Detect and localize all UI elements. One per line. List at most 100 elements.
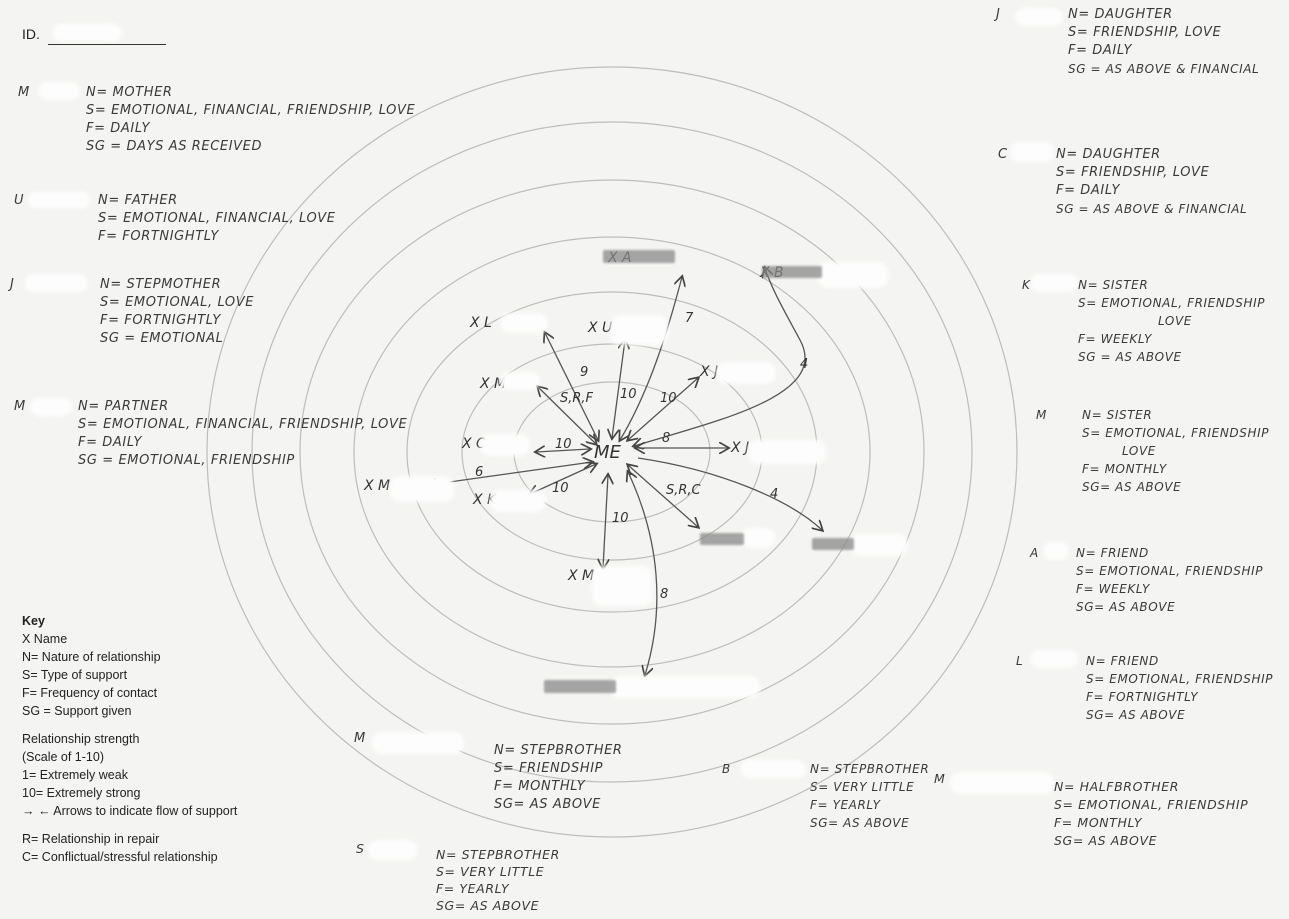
strength-8b: 8 [660,587,668,602]
redaction [1015,8,1063,26]
redaction [24,274,88,292]
nature-line: N= SISTER [1082,408,1153,422]
redaction [500,372,540,390]
person-details: N= STEPBROTHER S= FRIENDSHIP F= MONTHLY … [494,742,623,814]
person-initial: U [14,193,25,208]
support-line: S= FRIENDSHIP [494,761,604,776]
person-details: N= SISTER S= EMOTIONAL, FRIENDSHIP LOVE … [1078,276,1265,366]
support-given-line: SG= AS ABOVE [436,898,540,913]
redaction-id [52,24,122,42]
key-line: (Scale of 1-10) [22,750,104,764]
support-given-line: SG= AS ABOVE [1076,600,1176,614]
key-spacer [22,820,237,830]
nature-line: N= STEPBROTHER [494,743,623,758]
arrow-to-mc [603,475,608,568]
support-given-line: SG = EMOTIONAL [100,331,224,346]
key-line: → ← Arrows to indicate flow of support [22,804,238,818]
strength-6: 6 [475,465,483,480]
frequency-line: F= YEARLY [810,798,881,812]
node-mc: X M [567,568,594,584]
nature-line: N= HALFBROTHER [1054,779,1180,794]
support-line: S= EMOTIONAL, FRIENDSHIP [1082,426,1270,440]
support-line: S= EMOTIONAL, FINANCIAL, FRIENDSHIP, LOV… [78,417,408,432]
redaction [368,840,418,860]
support-given-line: SG = AS ABOVE & FINANCIAL [1068,62,1260,76]
arrow-to-m1 [538,387,596,444]
frequency-line: F= FORTNIGHTLY [98,229,219,244]
person-details: N= HALFBROTHER S= EMOTIONAL, FRIENDSHIP … [1054,778,1248,850]
person-details: N= DAUGHTER S= FRIENDSHIP, LOVE F= DAILY… [1056,146,1247,218]
person-friend-2: L N= FRIEND S= EMOTIONAL, FRIENDSHIP F= … [1016,652,1272,722]
strength-7: 7 [685,311,694,326]
support-given-line: SG= AS ABOVE [1054,833,1158,848]
person-initial: K [1022,278,1031,292]
arrow-to-k [530,464,596,494]
frequency-line: F= DAILY [78,435,142,450]
ring-5 [299,179,925,725]
node-j1: X J [699,364,718,380]
frequency-line: F= WEEKLY [1078,332,1152,346]
redaction [490,490,546,512]
nature-line: N= FRIEND [1086,654,1159,668]
redaction [716,362,776,384]
person-stepbrother-3: S N= STEPBROTHER S= VERY LITTLE F= YEARL… [356,840,559,913]
redaction [740,760,806,778]
node-j2: X J [730,440,749,456]
redaction [1043,542,1069,560]
arrow-to-bottom-right-1 [628,465,698,527]
person-details: N= STEPMOTHER S= EMOTIONAL, LOVE F= FORT… [100,276,254,348]
strength-4b: 4 [770,487,778,502]
redaction [30,398,72,416]
strength-8a: 8 [662,431,670,446]
redaction [610,315,668,345]
support-given-line: SG = DAYS AS RECEIVED [86,139,263,154]
frequency-line: F= DAILY [1056,183,1120,198]
person-sister-2: M N= SISTER S= EMOTIONAL, FRIENDSHIP LOV… [1036,406,1268,494]
redaction-mark [603,250,675,263]
frequency-line: F= YEARLY [436,881,510,896]
person-initial: A [1030,546,1039,560]
key-spacer [22,720,237,730]
arrow-to-o [536,449,590,452]
frequency-line: F= FORTNIGHTLY [100,313,221,328]
support-line: S= EMOTIONAL, LOVE [100,295,255,310]
frequency-line: F= DAILY [86,121,150,136]
ring-4 [353,236,871,668]
person-initial: B [722,762,731,776]
person-sister-1: K N= SISTER S= EMOTIONAL, FRIENDSHIP LOV… [1022,276,1264,364]
nature-line: N= PARTNER [78,399,169,414]
support-src: S,R,C [666,483,702,498]
frequency-line: F= WEEKLY [1076,582,1150,596]
frequency-line: F= MONTHLY [1054,815,1143,830]
person-stepbrother-1: M N= STEPBROTHER S= FRIENDSHIP F= MONTHL… [354,730,622,812]
person-details: N= PARTNER S= EMOTIONAL, FINANCIAL, FRIE… [78,398,407,470]
strength-10e: 10 [612,511,629,526]
frequency-line: F= DAILY [1068,43,1132,58]
key-line: C= Conflictual/stressful relationship [22,850,218,864]
person-father: U N= FATHER S= EMOTIONAL, FINANCIAL, LOV… [14,192,335,244]
support-line-cont: LOVE [1122,444,1156,458]
person-details: N= STEPBROTHER S= VERY LITTLE F= YEARLY … [810,760,929,832]
redaction [1030,650,1078,668]
person-halfbrother: M N= HALFBROTHER S= EMOTIONAL, FRIENDSHI… [934,770,1248,848]
nature-line: N= STEPBROTHER [810,762,930,776]
support-given-line: SG= AS ABOVE [1082,480,1182,494]
support-line: S= VERY LITTLE [436,864,545,879]
person-details: N= MOTHER S= EMOTIONAL, FINANCIAL, FRIEN… [86,84,415,156]
nature-line: N= FATHER [98,193,178,208]
redaction-mark [812,538,854,550]
node-u: X U [587,320,612,336]
arrow-to-bottom-right-2 [637,457,822,530]
support-given-line: SG= AS ABOVE [1086,708,1186,722]
redaction [610,676,760,698]
node-l: X L [469,315,492,331]
person-friend-1: A N= FRIEND S= EMOTIONAL, FRIENDSHIP F= … [1030,544,1262,614]
nature-line: N= FRIEND [1076,546,1149,560]
person-initial: M [1036,408,1047,422]
key-line: 10= Extremely strong [22,786,141,800]
redaction [950,772,1054,794]
arrow-to-l [545,333,598,440]
person-initial: M [934,771,946,786]
frequency-line: F= FORTNIGHTLY [1086,690,1199,704]
redaction [818,262,888,288]
